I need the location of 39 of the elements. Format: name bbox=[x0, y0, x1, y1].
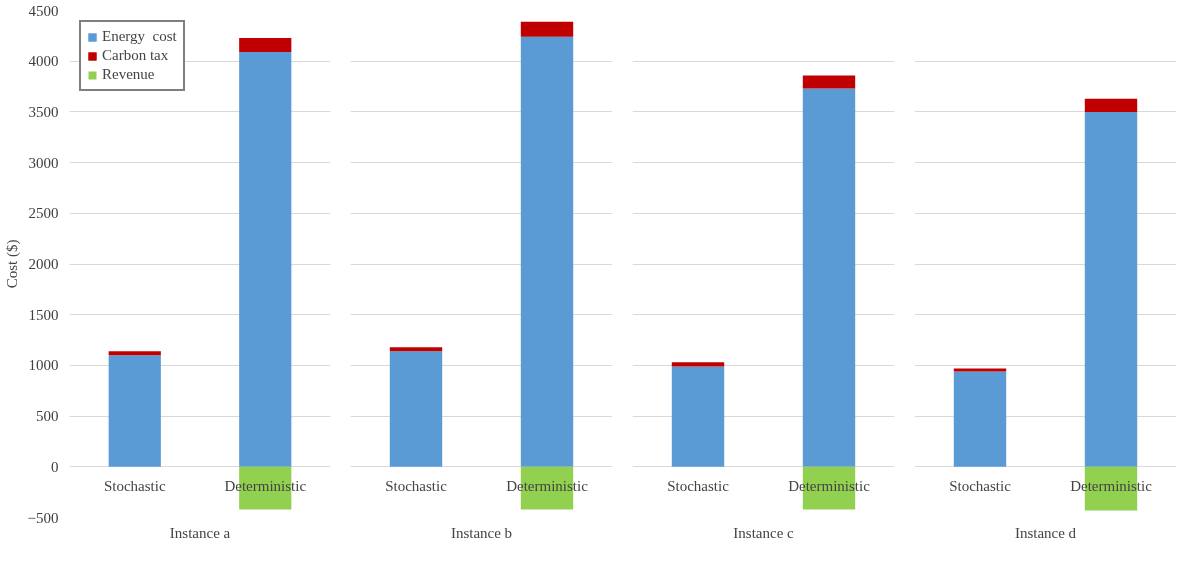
bar bbox=[389, 351, 443, 467]
bar bbox=[389, 347, 443, 352]
bar bbox=[108, 355, 161, 467]
x-axis-title: Instance c bbox=[733, 524, 795, 541]
y-tick-label: 500 bbox=[36, 408, 59, 425]
y-tick-label: 4000 bbox=[28, 53, 59, 70]
y-tick-label: −500 bbox=[27, 509, 59, 526]
y-tick-label: 0 bbox=[51, 458, 59, 475]
bar bbox=[671, 362, 725, 367]
y-axis-title: Cost ($) bbox=[3, 239, 21, 289]
x-tick-label: Stochastic bbox=[385, 477, 448, 494]
y-tick-label: 3000 bbox=[28, 154, 59, 171]
bar bbox=[953, 368, 1007, 372]
bar bbox=[108, 351, 161, 356]
y-tick-label: 4500 bbox=[28, 2, 59, 19]
y-tick-label: 3500 bbox=[28, 103, 59, 120]
legend-label: Energy cost bbox=[102, 28, 177, 45]
bar bbox=[520, 21, 574, 37]
y-tick-label: 2500 bbox=[28, 205, 59, 222]
x-tick-label: Stochastic bbox=[949, 477, 1012, 494]
bar bbox=[802, 75, 856, 89]
bar bbox=[1084, 98, 1138, 112]
x-axis-title: Instance a bbox=[169, 524, 231, 541]
bar bbox=[239, 37, 292, 53]
bar bbox=[953, 371, 1007, 467]
bar bbox=[239, 52, 292, 467]
bar bbox=[1084, 111, 1138, 467]
x-tick-label: Stochastic bbox=[667, 477, 730, 494]
x-axis-title: Instance b bbox=[450, 524, 513, 541]
legend-label: Carbon tax bbox=[102, 47, 169, 64]
bar bbox=[520, 36, 574, 467]
legend-label: Revenue bbox=[102, 66, 155, 83]
y-tick-label: 1000 bbox=[28, 357, 59, 374]
y-tick-label: 2000 bbox=[28, 256, 59, 272]
y-tick-label: 1500 bbox=[28, 306, 59, 323]
x-tick-label: Stochastic bbox=[103, 477, 166, 494]
bar bbox=[671, 366, 725, 467]
x-axis-title: Instance d bbox=[1014, 524, 1077, 541]
bar bbox=[802, 88, 856, 467]
